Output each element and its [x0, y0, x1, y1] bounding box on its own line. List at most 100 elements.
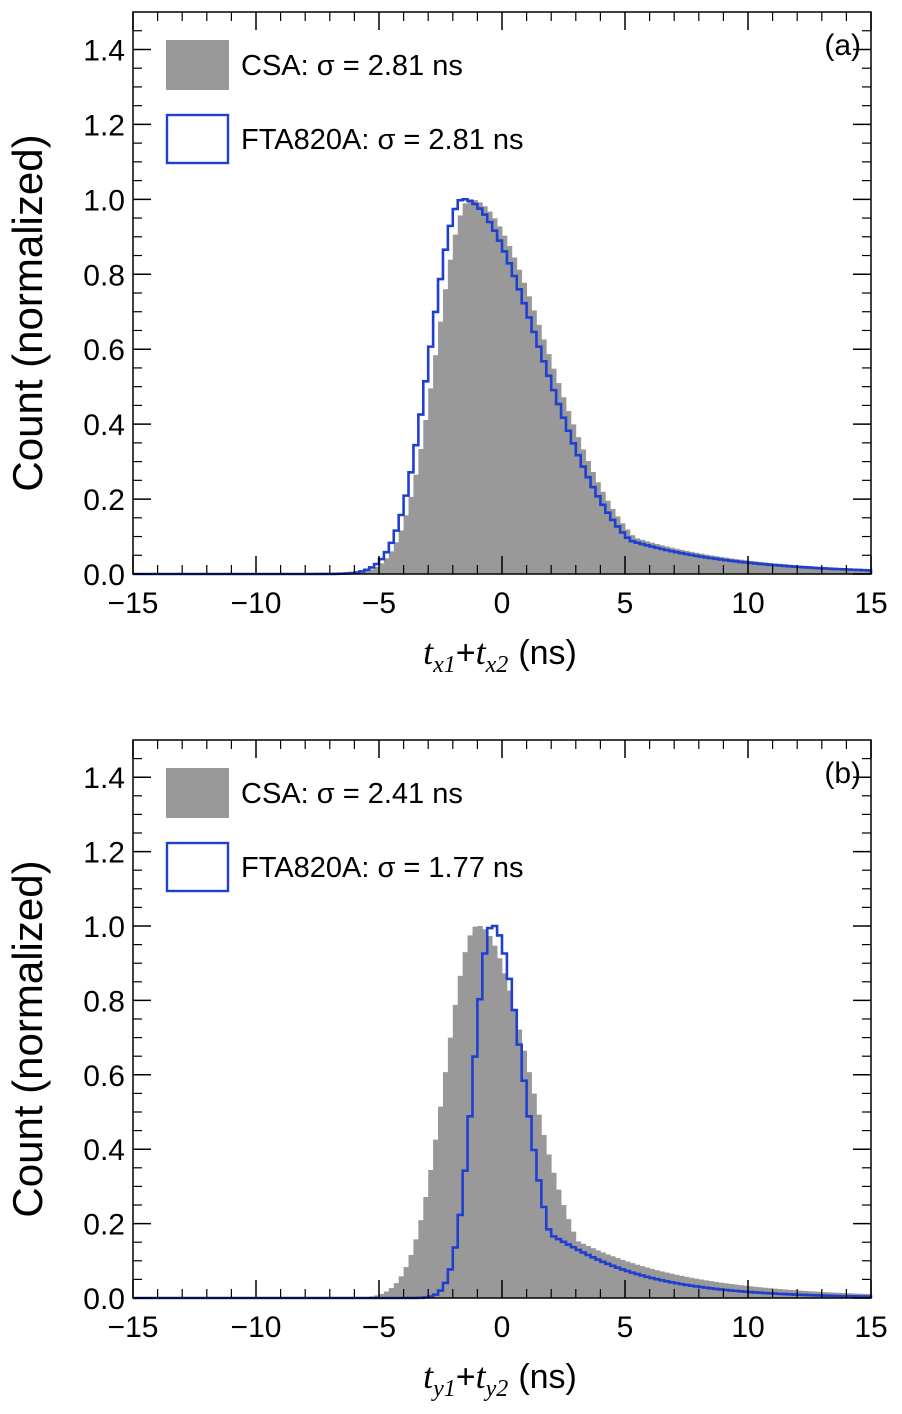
x-axis-label-var2: t — [476, 1356, 487, 1396]
histogram-bar — [462, 203, 468, 574]
histogram-bar — [428, 1170, 434, 1298]
histogram-bar — [442, 1072, 449, 1298]
histogram-bar — [546, 354, 552, 574]
histogram-bar — [467, 199, 473, 575]
histogram-bar — [605, 1254, 611, 1298]
y-tick-label: 0.8 — [83, 985, 125, 1018]
histogram-bar — [477, 926, 483, 1298]
histogram-bar — [492, 945, 498, 1298]
histogram-bar — [723, 557, 729, 574]
histogram-bar — [383, 558, 390, 574]
x-axis-label-sub2: y2 — [484, 1376, 509, 1402]
histogram-bar — [856, 568, 862, 574]
histogram-bar — [748, 560, 754, 574]
histogram-bar — [580, 449, 587, 574]
histogram-bar — [625, 1261, 631, 1298]
histogram-bar — [374, 566, 380, 574]
legend-label: FTA820A: σ = 1.77 ns — [241, 852, 524, 884]
y-tick-label: 0.2 — [83, 1209, 125, 1242]
histogram-bar — [379, 563, 385, 574]
histogram-bar — [447, 1037, 454, 1298]
histogram-bar — [556, 383, 562, 574]
histogram-bar — [610, 1256, 616, 1298]
x-axis-label: ty1+ty2 (ns) — [423, 1356, 577, 1402]
histogram-bar — [664, 1272, 670, 1298]
histogram-bar — [698, 1279, 705, 1298]
histogram-bar — [644, 541, 650, 574]
histogram-bar — [526, 296, 532, 574]
histogram-bar — [398, 1276, 404, 1298]
histogram-bar — [728, 558, 734, 574]
histogram-bar — [836, 567, 842, 574]
y-tick-label: 1.4 — [83, 762, 125, 795]
histogram-bar — [546, 1154, 552, 1298]
panel-a: −15 −10 −5 0 5 10 15 0.0 0.2 0.4 0.6 0.8 1.0 1.2 1.4 Co… — [4, 11, 888, 678]
histogram-bar — [654, 1270, 660, 1298]
histogram-bar — [433, 1139, 439, 1298]
histogram-bar — [600, 1252, 606, 1298]
histogram-bar — [511, 1009, 518, 1298]
x-axis-label-var1: t — [423, 1356, 434, 1396]
x-tick-label: 10 — [731, 1311, 764, 1344]
histogram-bar — [575, 437, 582, 574]
histogram-bar — [364, 571, 370, 574]
histogram-bar — [521, 1050, 527, 1298]
histogram-bar — [634, 1264, 641, 1298]
histogram-bar — [541, 339, 547, 574]
histogram-bar — [452, 1004, 459, 1298]
x-tick-label: 0 — [494, 1311, 511, 1344]
legend-swatch-filled — [166, 40, 229, 90]
histogram-bar — [684, 1276, 690, 1298]
histogram-bar — [418, 448, 424, 574]
histogram-bar — [757, 561, 764, 574]
histogram-bar — [516, 269, 523, 574]
histogram-bar — [388, 1288, 395, 1298]
x-axis-label: tx1+tx2 (ns) — [423, 632, 577, 678]
histogram-bar — [433, 355, 439, 574]
histogram-bar — [359, 572, 365, 574]
x-tick-label: −5 — [362, 1311, 396, 1344]
histogram-bar — [487, 935, 493, 1298]
histogram-bar — [403, 1267, 409, 1298]
histogram-bar — [413, 1239, 419, 1298]
histogram-bar — [762, 562, 769, 574]
histogram-bar — [688, 551, 695, 574]
histogram-bar — [575, 1241, 582, 1298]
histogram-bar — [482, 206, 488, 574]
histogram-bar — [369, 569, 375, 574]
x-axis-label-unit: (ns) — [518, 1358, 577, 1396]
histogram-bar — [408, 496, 414, 574]
histogram-bar — [649, 542, 655, 574]
histogram-bar — [659, 545, 665, 574]
histogram-bar — [615, 1258, 621, 1298]
y-tick-label: 0.0 — [83, 1283, 125, 1316]
histogram-bar — [777, 563, 783, 574]
y-tick-label: 0.4 — [83, 1134, 125, 1167]
histogram-bar — [531, 310, 537, 574]
histogram-bar — [752, 561, 759, 574]
x-axis-label-unit: (ns) — [518, 634, 577, 672]
histogram-bar — [826, 567, 833, 574]
y-tick-label: 0.0 — [83, 559, 125, 592]
histogram-bar — [398, 530, 404, 574]
y-axis-label: Count (normalized) — [4, 134, 51, 491]
histogram-bar — [423, 419, 429, 574]
legend-swatch-outline — [165, 841, 230, 893]
histogram-bar — [472, 926, 478, 1298]
histogram-bar — [393, 1283, 400, 1298]
y-tick-label: 1.2 — [83, 837, 125, 870]
histogram-bar — [639, 539, 646, 574]
y-tick-label: 0.4 — [83, 409, 125, 442]
histogram-bar — [502, 973, 508, 1298]
histogram-bar — [408, 1254, 414, 1298]
histogram-bar — [615, 516, 621, 574]
histogram-bar — [620, 1259, 626, 1298]
histogram-bar — [792, 565, 798, 574]
series-csa — [300, 926, 872, 1298]
histogram-bar — [713, 556, 719, 574]
histogram-bar — [738, 559, 744, 574]
histogram-bar — [703, 554, 710, 574]
histogram-bar — [497, 958, 503, 1298]
x-tick-label: −15 — [108, 1311, 159, 1344]
